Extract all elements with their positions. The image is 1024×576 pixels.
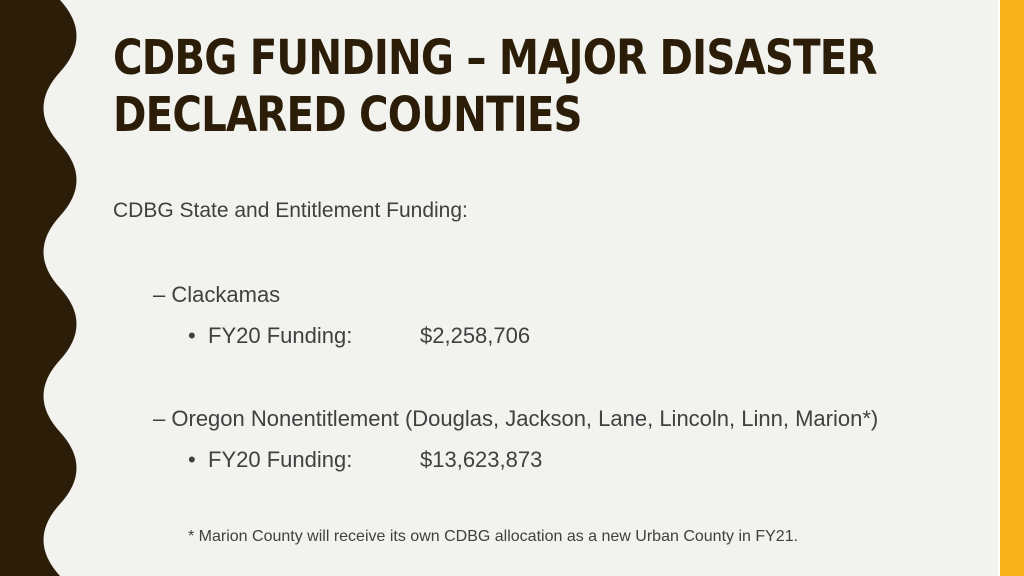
wavy-side-decoration xyxy=(0,0,77,576)
funding-row-nonentitlement: • FY20 Funding: $13,623,873 xyxy=(188,447,542,473)
funding-label: FY20 Funding: xyxy=(208,447,353,472)
dash-marker: – xyxy=(153,282,166,307)
funding-value: $13,623,873 xyxy=(420,447,543,472)
bullet-marker: • xyxy=(188,447,196,472)
slide-title: CDBG FUNDING – MAJOR DISASTER DECLARED C… xyxy=(113,30,973,144)
title-line: DECLARED COUNTIES xyxy=(113,87,583,143)
group-heading-text: Oregon Nonentitlement (Douglas, Jackson,… xyxy=(171,406,879,431)
funding-row-clackamas: • FY20 Funding: $2,258,706 xyxy=(188,323,530,349)
footnote: * Marion County will receive its own CDB… xyxy=(188,528,799,545)
dash-marker: – xyxy=(153,406,166,431)
funding-value: $2,258,706 xyxy=(420,323,531,348)
funding-label: FY20 Funding: xyxy=(208,323,353,348)
intro-text: CDBG State and Entitlement Funding: xyxy=(113,199,468,222)
accent-divider xyxy=(998,0,1000,576)
accent-bar xyxy=(1000,0,1024,576)
group-heading-nonentitlement: – Oregon Nonentitlement (Douglas, Jackso… xyxy=(153,406,878,432)
bullet-marker: • xyxy=(188,323,196,348)
title-line: CDBG FUNDING – MAJOR DISASTER xyxy=(113,30,878,86)
group-heading-text: Clackamas xyxy=(171,282,281,307)
group-heading-clackamas: – Clackamas xyxy=(153,282,280,308)
